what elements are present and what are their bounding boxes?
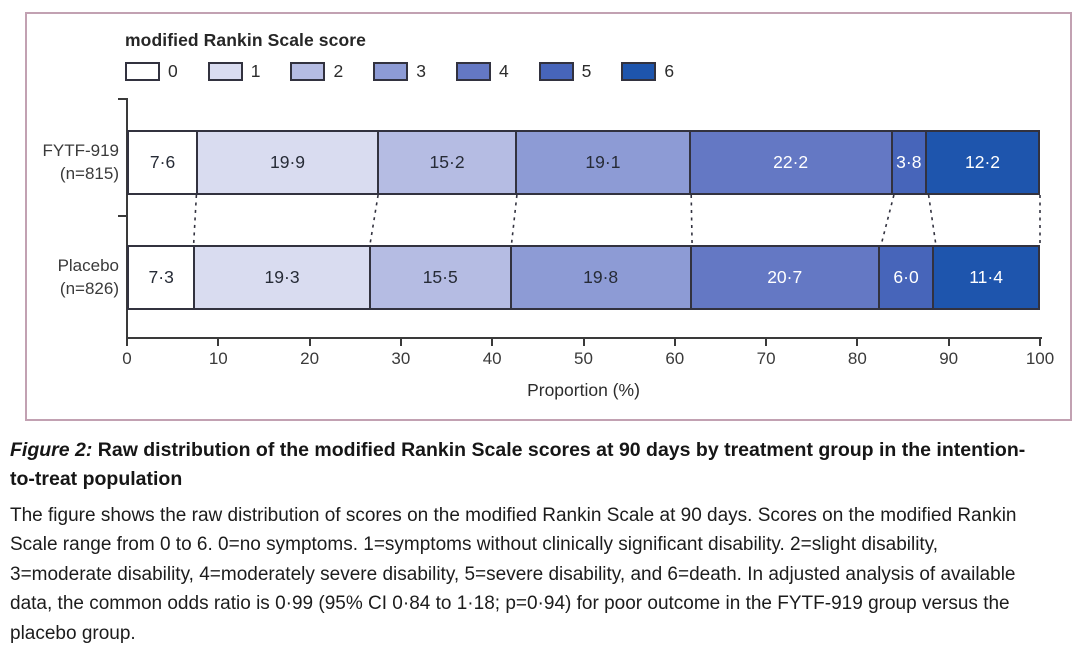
x-axis-tick: [217, 339, 220, 346]
stacked-bar-chart: Proportion (%) FYTF-919 (n=815) 7·6 19·9 15·…: [27, 14, 1070, 419]
figure-caption: Figure 2: Raw distribution of the modifi…: [10, 436, 1034, 649]
legend-item: 5: [538, 61, 592, 82]
bar-segment: 3·8: [892, 132, 928, 193]
connector-line: [510, 194, 518, 246]
x-axis-tick: [399, 339, 402, 346]
legend-swatch: [290, 62, 326, 81]
connector-line: [192, 194, 198, 246]
bar-row: 7·3 19·3 15·5 19·8 20·7 6·0 11·4: [127, 245, 1040, 310]
x-axis-tick-label: 10: [208, 349, 228, 368]
bar-segment: 19·3: [195, 247, 371, 308]
x-axis-tick-label: 90: [939, 349, 959, 368]
x-axis-tick-label: 60: [665, 349, 685, 368]
x-axis-tick: [673, 339, 676, 346]
row-label: Placebo (n=826): [27, 245, 119, 310]
caption-body: The figure shows the raw distribution of…: [10, 504, 1017, 645]
row-label: FYTF-919 (n=815): [27, 130, 119, 195]
y-axis-spine: [126, 98, 128, 339]
x-axis-tick: [1039, 339, 1041, 346]
connector-line: [690, 194, 693, 246]
figure-panel: modified Rankin Scale score 0 1 2 3 4 5 6 Prop…: [25, 12, 1072, 421]
x-axis-tick-label: 50: [574, 349, 593, 368]
legend-item: 2: [290, 61, 343, 82]
x-axis-tick: [126, 339, 128, 346]
x-axis-title: Proportion (%): [527, 380, 640, 400]
x-axis-tick-label: 70: [756, 349, 776, 368]
legend-item: 3: [373, 61, 426, 82]
bar-segment: 7·6: [129, 132, 199, 193]
caption-title: Figure 2: Raw distribution of the modifi…: [10, 436, 1034, 495]
figure-number-label: Figure 2:: [10, 439, 93, 461]
legend-items: 0 1 2 3 4 5 6: [125, 61, 674, 82]
legend-swatch: [207, 62, 243, 81]
legend-title: modified Rankin Scale score: [125, 30, 366, 50]
segment-connector-lines: [192, 194, 1041, 246]
row-label-line: FYTF-919: [42, 141, 119, 161]
legend-item: 4: [455, 61, 509, 82]
bar-segment: 19·8: [511, 247, 692, 308]
bar-segment: 11·4: [934, 247, 1038, 308]
legend-item-label: 1: [250, 61, 261, 81]
legend-swatch: [621, 62, 657, 81]
legend-item-label: 0: [168, 61, 178, 81]
legend-swatch: [373, 62, 409, 81]
legend-item-label: 5: [581, 61, 592, 81]
bar-segment: 20·7: [691, 247, 880, 308]
x-axis-tick: [856, 339, 859, 346]
legend-swatch: [125, 62, 160, 81]
x-axis-tick-label: 40: [482, 349, 502, 368]
x-axis-tick: [582, 339, 585, 346]
y-axis-tick: [118, 215, 127, 217]
bar-row: 7·6 19·9 15·2 19·1 22·2 3·8 12·2: [127, 130, 1040, 195]
x-axis-tick-label: 100: [1025, 349, 1055, 368]
x-axis-tick-label: 30: [391, 349, 411, 368]
bar-segment: 6·0: [879, 247, 935, 308]
bar-segment: 12·2: [927, 132, 1038, 193]
bar-segment: 15·2: [378, 132, 518, 193]
x-axis-tick: [947, 339, 950, 346]
row-label-line: (n=826): [59, 278, 119, 298]
x-axis-line: [126, 337, 1042, 339]
connector-line: [927, 194, 937, 246]
bar-segment: 19·9: [198, 132, 379, 193]
row-label-line: (n=815): [59, 163, 119, 183]
legend-item-label: 3: [416, 61, 426, 81]
x-axis-tick-label: 80: [847, 349, 867, 368]
x-axis-tick-label: 20: [300, 349, 320, 368]
y-axis-tick: [118, 98, 127, 100]
legend-item: 1: [207, 61, 261, 82]
x-axis-tick: [491, 339, 494, 346]
caption-title-text: Raw distribution of the modified Rankin …: [10, 439, 1026, 491]
bar-segment: 15·5: [370, 247, 512, 308]
legend-item-label: 6: [664, 61, 675, 81]
legend-item: 6: [621, 61, 674, 82]
bar-segment: 19·1: [517, 132, 691, 193]
legend-item-label: 2: [333, 61, 344, 81]
row-label-line: Placebo: [57, 256, 119, 276]
x-axis-tick: [308, 339, 311, 346]
legend-item-label: 4: [498, 61, 509, 81]
legend-swatch: [455, 62, 491, 81]
bar-segment: 7·3: [129, 247, 196, 308]
bar-segment: 22·2: [690, 132, 893, 193]
x-axis-tick-label: 0: [122, 349, 132, 368]
legend: modified Rankin Scale score 0 1 2 3 4 5 6: [125, 30, 674, 82]
x-axis-tick: [765, 339, 768, 346]
legend-swatch: [538, 62, 574, 81]
legend-item: 0: [125, 61, 178, 82]
connector-line: [880, 194, 895, 246]
connector-line: [369, 194, 379, 246]
